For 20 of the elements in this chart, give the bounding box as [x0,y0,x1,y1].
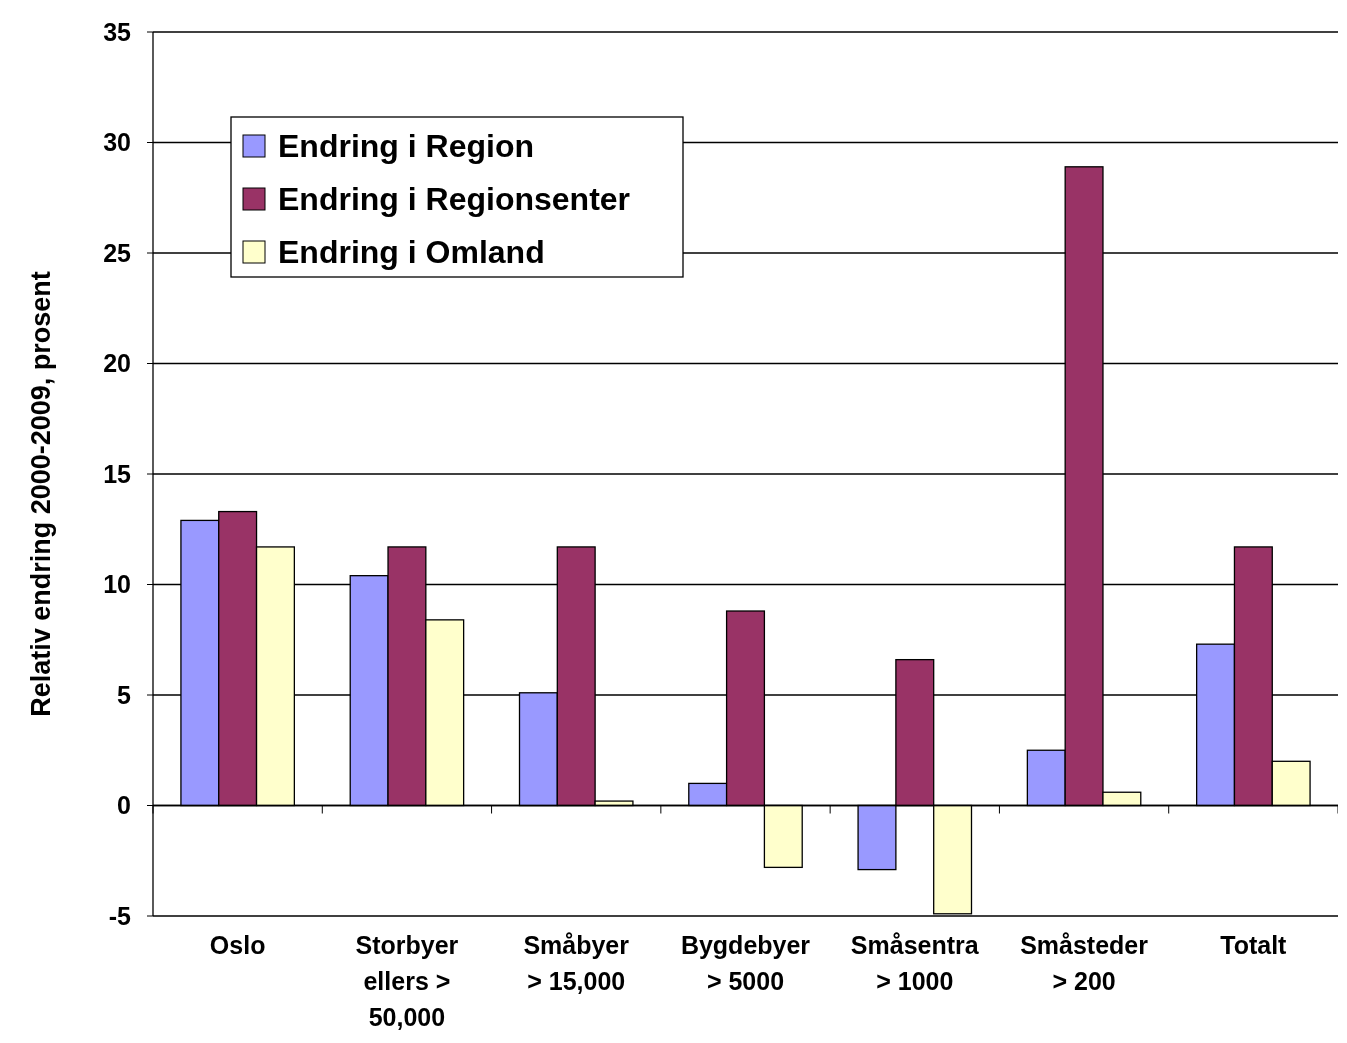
y-tick-label: 20 [103,349,131,378]
x-tick-label: Bygdebyer > 5000 [680,931,811,995]
x-tick-label: Totalt [1220,931,1288,959]
y-tick-label: 25 [103,238,132,267]
y-tick-label: -5 [108,901,132,930]
y-tick-label: 30 [103,128,131,157]
x-tick-label: Storbyer ellers > 50,000 [355,931,459,1031]
y-tick-label: 35 [103,17,132,46]
y-tick-label: 0 [117,791,131,820]
x-tick-label: Småsteder > 200 [1020,931,1149,995]
x-tick-label: Oslo [209,931,266,959]
legend-label: Endring i Region [278,128,534,165]
y-axis-title: Relativ endring 2000-2009, prosent [26,271,56,717]
x-tick-label: Småsentra > 1000 [850,931,980,995]
x-tick-label: Småbyer > 15,000 [523,931,630,995]
y-tick-label: 5 [117,680,132,709]
y-tick-label: 15 [103,459,132,488]
legend-label: Endring i Regionsenter [278,181,631,218]
y-tick-label: 10 [103,570,131,599]
legend-label: Endring i Omland [278,234,545,271]
